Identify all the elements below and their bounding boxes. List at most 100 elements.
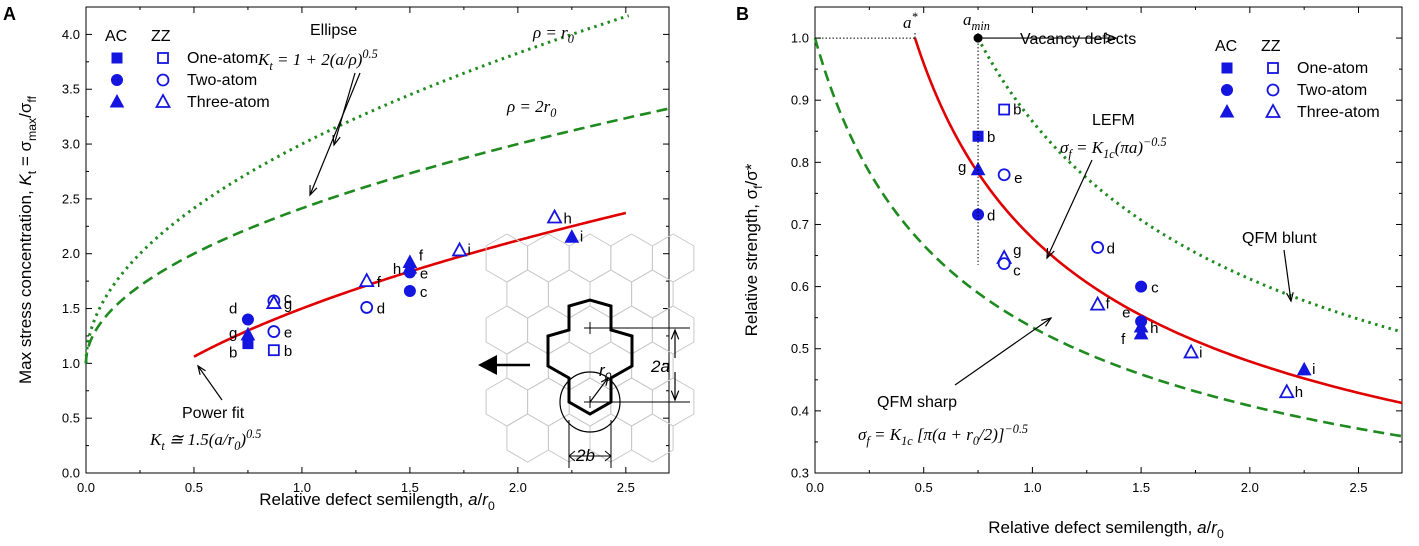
qfm-blunt-arrow (1283, 249, 1292, 302)
y-tick-label: 1.5 (62, 301, 80, 316)
panel-b-letter: B (736, 4, 749, 24)
b-point-zz-circle-c (997, 257, 1011, 271)
x-tick-label: 2.0 (1241, 480, 1259, 495)
a-point-ac-circle-c (403, 284, 416, 297)
a-legend-label: Three-atom (187, 94, 270, 111)
a-point-ac-triangle-f (402, 254, 418, 268)
a-legend-marker-ac-square (111, 52, 123, 64)
b-point-label-d: d (1107, 240, 1115, 257)
b-legend-label: One-atom (1297, 60, 1368, 77)
a-y-axis-label: Max stress concentration, Kt = σmax/σff (16, 95, 39, 384)
y-tick-label: 0.5 (62, 411, 80, 426)
a-point-ac-circle-d (241, 313, 254, 326)
b-point-label-c: c (1013, 263, 1021, 280)
b-point-label-b: b (987, 129, 995, 146)
series-lefm-curve (913, 37, 1403, 405)
a-legend-label: Two-atom (187, 72, 257, 89)
b-point-label-f: f (1106, 296, 1111, 313)
lefm-title: LEFM (1092, 112, 1135, 129)
x-tick-label: 1.0 (1023, 480, 1041, 495)
x-tick-label: 1.5 (401, 480, 419, 495)
b-point-ac-circle-d (972, 208, 985, 221)
b-legend-marker-zz-triangle (1264, 103, 1282, 118)
b-point-zz-triangle-i (1183, 343, 1200, 359)
inset-label-r0: r0 (599, 361, 612, 384)
b-legend-label: Three-atom (1297, 104, 1380, 121)
b-y-axis-label: Relative strength, σf/σ* (742, 163, 765, 336)
dim-2a-arrow-up-head (670, 328, 680, 340)
ellipse-arrow-1 (333, 72, 356, 146)
a-point-ac-triangle-g (240, 326, 256, 341)
qfm-sharp-formula: σf = K1c [π(a + r0/2)]−0.5 (858, 422, 1028, 448)
b-point-label-i: i (1199, 344, 1202, 361)
a-point-label-d: d (229, 300, 237, 317)
a-point-zz-triangle-g (265, 294, 282, 309)
b-legend-marker-ac-triangle (1219, 103, 1235, 118)
a-legend-marker-zz-triangle (154, 93, 172, 108)
a-min-label: amin (963, 10, 990, 33)
a-point-ac-triangle-i (564, 229, 580, 243)
b-point-label-i: i (1312, 361, 1315, 378)
a-point-label-e: e (284, 325, 292, 342)
a-point-zz-circle-d (360, 301, 374, 314)
a-point-label-b: b (229, 345, 237, 362)
panel-b-plot-frame (814, 6, 1403, 474)
y-tick-label: 0.9 (791, 93, 809, 108)
a-point-label-c: c (420, 284, 428, 301)
panel-b: B 0.0 0.5 1.0 1.5 2.0 2.5 0.3 0.4 0.5 0.6 0.7 0.8 0.… (736, 4, 1403, 541)
x-tick-label: 1.0 (293, 480, 311, 495)
x-tick-label: 0.0 (806, 480, 824, 495)
a-legend-marker-ac-triangle (109, 93, 125, 108)
y-tick-label: 0.6 (791, 279, 809, 294)
qfm-sharp-arrow-head (1041, 317, 1053, 327)
y-tick-label: 4.0 (62, 27, 80, 42)
x-tick-label: 0.0 (77, 480, 95, 495)
series-qfm-blunt-curve (976, 37, 1403, 334)
ellipse-formula: Kt = 1 + 2(a/ρ)0.5 (257, 47, 378, 73)
lefm-arrow (1046, 159, 1093, 259)
b-point-zz-circle-e (997, 168, 1011, 182)
lattice-hexagon (527, 377, 570, 427)
dim-2b-heads (568, 450, 612, 462)
rho-2r0-label: ρ = 2r0 (506, 97, 556, 120)
b-point-label-e: e (1014, 170, 1022, 187)
a-legend-marker-zz-circle (156, 73, 170, 87)
a-point-zz-triangle-f (358, 272, 375, 288)
b-legend-marker-zz-circle (1266, 83, 1280, 97)
a-x-axis-label: Relative defect semilength, a/r0 (259, 490, 495, 513)
qfm-sharp-arrow (954, 317, 1052, 386)
y-tick-label: 0.8 (791, 155, 809, 170)
b-point-label-h: h (1295, 384, 1303, 401)
a-point-label-h: h (393, 261, 401, 278)
a-point-label-g: g (284, 296, 292, 313)
lattice-hexagon (651, 233, 695, 283)
a-point-label-d: d (377, 300, 385, 317)
x-tick-label: 0.5 (185, 480, 203, 495)
y-tick-label: 0.7 (791, 217, 809, 232)
y-tick-label: 3.0 (62, 137, 80, 152)
lefm-formula: σf = K1c(πa)−0.5 (1060, 135, 1167, 161)
a-legend-marker-ac-circle (111, 74, 123, 86)
y-tick-label: 2.5 (62, 191, 80, 206)
lefm-arrow-head (1046, 247, 1055, 260)
b-point-ac-triangle-g (970, 161, 986, 176)
b-legend-marker-ac-circle (1221, 84, 1233, 96)
a-legend-header-ac: AC (105, 28, 127, 45)
vacancy-label: Vacancy defects (1020, 31, 1136, 48)
b-point-label-f: f (1121, 331, 1126, 348)
b-legend-header-ac: AC (1215, 38, 1237, 55)
b-point-label-e: e (1122, 304, 1130, 321)
a-point-label-h: h (564, 211, 572, 228)
rho-r0-label: ρ = r0 (532, 23, 574, 46)
b-point-label-c: c (1151, 280, 1159, 297)
a-point-label-i: i (580, 228, 583, 245)
defect-outline (546, 298, 634, 416)
power-fit-arrow (197, 365, 223, 401)
a-point-label-i: i (468, 241, 471, 258)
a-star-label: a* (903, 10, 919, 32)
y-tick-label: 3.5 (62, 82, 80, 97)
a-point-label-f: f (419, 247, 424, 264)
a-point-zz-circle-e (267, 325, 281, 338)
b-point-zz-triangle-h (1278, 383, 1295, 399)
